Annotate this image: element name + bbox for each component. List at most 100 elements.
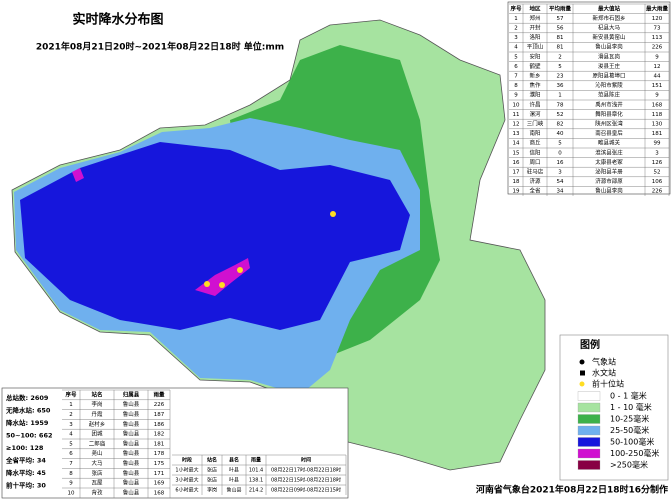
table-cell: 禹州市浅井 bbox=[595, 100, 623, 108]
table-cell: 周口 bbox=[529, 159, 540, 166]
table-cell: 4 bbox=[514, 45, 518, 51]
table-cell: 原阳县葛埠口 bbox=[592, 72, 625, 80]
table-cell: 鲁山县李岗 bbox=[595, 187, 623, 195]
table-header: 站名 bbox=[91, 390, 102, 398]
table-cell: 54 bbox=[557, 179, 564, 185]
top-station bbox=[237, 267, 243, 273]
station-icon bbox=[579, 381, 585, 387]
table-cell: 126 bbox=[652, 160, 663, 166]
table-cell: 洛阳 bbox=[529, 33, 540, 41]
table-cell: 226 bbox=[154, 402, 165, 408]
station-icon bbox=[579, 359, 585, 365]
table-cell: 1小时最大 bbox=[175, 467, 198, 474]
table-cell: 济源市邵原 bbox=[595, 177, 623, 185]
table-cell: 175 bbox=[154, 461, 165, 467]
table-cell: 叶县 bbox=[229, 467, 239, 474]
table-cell: 0 bbox=[558, 150, 562, 156]
table-cell: 12 bbox=[513, 122, 520, 128]
table-cell: 丹霞 bbox=[91, 411, 103, 418]
table-cell: 171 bbox=[154, 471, 165, 477]
legend-swatch bbox=[577, 448, 601, 459]
summary-item: 降水平均: 45 bbox=[6, 468, 46, 477]
table-cell: 40 bbox=[557, 131, 564, 137]
legend-swatch bbox=[577, 391, 601, 401]
table-cell: 鲁山县 bbox=[123, 449, 140, 457]
table-cell: 16 bbox=[513, 160, 520, 166]
table-cell: 9 bbox=[69, 481, 73, 487]
table-cell: 9 bbox=[655, 93, 659, 99]
table-cell: 4 bbox=[69, 432, 73, 438]
top-station bbox=[204, 281, 210, 287]
table-header: 时间 bbox=[301, 457, 311, 464]
table-cell: 12 bbox=[654, 64, 661, 70]
table-cell: 张店 bbox=[207, 477, 217, 484]
subtitle: 2021年08月21日20时~2021年08月22日18时 单位:mm bbox=[36, 41, 284, 53]
heavy-rain-spot bbox=[72, 168, 84, 182]
summary-item: ≥100: 128 bbox=[6, 444, 44, 452]
table-cell: 99 bbox=[654, 141, 661, 147]
table-cell: 3 bbox=[558, 170, 562, 176]
table-cell: 鲁山县 bbox=[123, 439, 140, 447]
table-header: 雨量 bbox=[251, 457, 261, 464]
table-cell: 鲁山县 bbox=[123, 479, 140, 487]
table-cell: 泌阳县羊册 bbox=[595, 168, 623, 176]
table-cell: 焦作 bbox=[529, 81, 541, 89]
legend-swatch bbox=[577, 414, 601, 424]
table-cell: 鲁山县李岗 bbox=[595, 43, 623, 51]
table-cell: 鲁山县 bbox=[123, 488, 140, 496]
table-cell: 济源 bbox=[529, 177, 541, 185]
table-header: 地区 bbox=[529, 4, 541, 12]
table-cell: 214.2 bbox=[249, 488, 263, 494]
table-cell: 太康县老冢 bbox=[595, 158, 623, 166]
table-cell: 8 bbox=[69, 471, 73, 477]
table-cell: 81 bbox=[557, 45, 564, 51]
table-cell: 7 bbox=[69, 461, 73, 467]
table-header: 站名 bbox=[207, 457, 217, 464]
table-cell: 13 bbox=[513, 131, 520, 137]
table-cell: 52 bbox=[654, 170, 661, 176]
table-cell: 08月22日09时-08月22日15时 bbox=[271, 487, 341, 494]
table-cell: 鹤壁 bbox=[529, 62, 541, 70]
table-cell: 73 bbox=[654, 26, 661, 32]
city-table-box bbox=[507, 1, 671, 195]
table-cell: 淮滨县张庄 bbox=[595, 148, 623, 156]
legend-label: >250毫米 bbox=[610, 460, 648, 470]
table-cell: 9 bbox=[655, 54, 659, 60]
table-cell: 82 bbox=[557, 122, 564, 128]
table-cell: 范县陈庄 bbox=[598, 91, 621, 99]
legend-label: 0 - 1 毫米 bbox=[610, 391, 647, 401]
table-cell: 226 bbox=[652, 45, 663, 51]
table-cell: 08月22日15时-08月22日18时 bbox=[271, 477, 341, 484]
table-cell: 鲁山县 bbox=[226, 487, 241, 494]
table-cell: 10 bbox=[68, 490, 75, 496]
summary-item: 全省平均: 34 bbox=[5, 456, 46, 465]
table-cell: 李岗 bbox=[91, 400, 102, 408]
table-cell: 8 bbox=[514, 83, 518, 89]
table-cell: 5 bbox=[514, 54, 518, 60]
table-cell: 舞阳县章化 bbox=[595, 110, 623, 118]
table-header: 时段 bbox=[182, 457, 192, 464]
table-cell: 6 bbox=[514, 64, 518, 70]
table-cell: 新安县黄窑山 bbox=[592, 33, 625, 41]
table-cell: 背孜 bbox=[91, 488, 103, 496]
table-cell: 浚县王庄 bbox=[598, 62, 621, 70]
table-cell: 1 bbox=[514, 16, 518, 22]
table-cell: 7 bbox=[514, 74, 518, 80]
table-cell: 叶县 bbox=[229, 477, 239, 484]
table-cell: 鲁山县 bbox=[123, 400, 140, 408]
table-cell: 鲁山县 bbox=[123, 459, 140, 467]
table-cell: 17 bbox=[513, 170, 520, 176]
table-header: 归属县 bbox=[123, 390, 140, 398]
table-cell: 许昌 bbox=[529, 100, 540, 108]
table-cell: 14 bbox=[513, 141, 520, 147]
top-station bbox=[219, 282, 225, 288]
table-cell: 16 bbox=[557, 160, 564, 166]
table-cell: 5 bbox=[558, 64, 562, 70]
table-cell: 平顶山 bbox=[527, 43, 544, 51]
table-cell: 120 bbox=[652, 16, 663, 22]
table-cell: 1 bbox=[558, 93, 562, 99]
table-cell: 08月22日17时-08月22日18时 bbox=[271, 467, 341, 474]
stats-box bbox=[1, 387, 349, 499]
table-cell: 168 bbox=[652, 102, 663, 108]
